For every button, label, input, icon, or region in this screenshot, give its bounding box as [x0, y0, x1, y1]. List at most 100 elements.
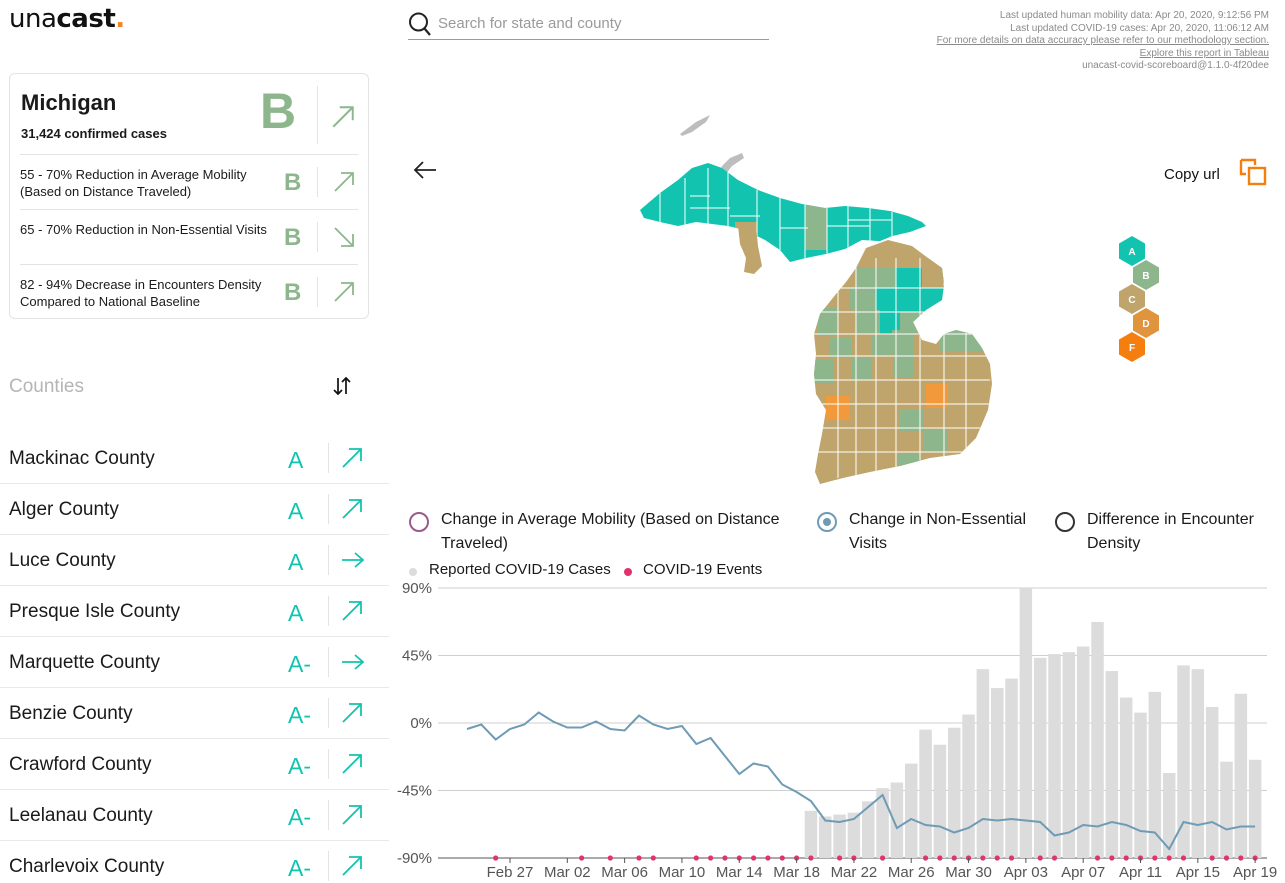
- x-tick-label: Apr 19: [1233, 864, 1277, 881]
- event-dot[interactable]: [808, 855, 814, 861]
- county-row[interactable]: Alger County A: [0, 484, 389, 535]
- non-essential-visits-line[interactable]: [466, 711, 1256, 851]
- cases-update-time: Last updated COVID-19 cases: Apr 20, 202…: [1010, 22, 1269, 34]
- event-dot[interactable]: [779, 855, 785, 861]
- event-dot[interactable]: [1152, 855, 1158, 861]
- event-dot[interactable]: [980, 855, 986, 861]
- tableau-link[interactable]: Explore this report in Tableau: [1139, 47, 1269, 59]
- cases-bar[interactable]: [1162, 773, 1176, 858]
- menominee-county: [738, 226, 762, 274]
- cases-bar[interactable]: [1148, 691, 1162, 858]
- county-row[interactable]: Mackinac County A: [0, 433, 389, 484]
- cases-bar[interactable]: [1005, 678, 1018, 858]
- cases-bar[interactable]: [1205, 706, 1219, 858]
- event-dot[interactable]: [994, 855, 1000, 861]
- unacast-logo[interactable]: unacast.: [9, 4, 125, 34]
- search-input[interactable]: [438, 12, 763, 34]
- methodology-link[interactable]: For more details on data accuracy please…: [936, 35, 1269, 46]
- cases-bar[interactable]: [1177, 665, 1190, 858]
- cases-bar[interactable]: [804, 810, 818, 858]
- event-dot[interactable]: [1166, 855, 1172, 861]
- trend-up-right-icon: [342, 805, 362, 825]
- copy-url-button[interactable]: Copy url: [1164, 166, 1220, 183]
- cases-bar[interactable]: [1234, 693, 1248, 858]
- event-dot[interactable]: [636, 855, 642, 861]
- cases-bar[interactable]: [1019, 588, 1033, 858]
- event-dot[interactable]: [1094, 855, 1101, 861]
- event-dot[interactable]: [1223, 855, 1230, 861]
- cases-bar[interactable]: [1033, 657, 1047, 858]
- cases-bar[interactable]: [861, 801, 875, 858]
- cases-bar[interactable]: [1134, 712, 1147, 858]
- x-tick-label: Mar 22: [831, 864, 878, 881]
- cases-bar[interactable]: [819, 816, 832, 858]
- event-dot[interactable]: [951, 855, 957, 861]
- sort-icon[interactable]: [330, 374, 354, 398]
- cases-bar[interactable]: [976, 669, 990, 858]
- cases-bar[interactable]: [833, 814, 846, 858]
- event-dot[interactable]: [607, 855, 613, 861]
- county-row[interactable]: Leelanau County A-: [0, 790, 389, 841]
- copy-icon[interactable]: [1238, 157, 1268, 187]
- radio-unselected[interactable]: [409, 512, 429, 532]
- event-dot[interactable]: [650, 855, 656, 861]
- cases-bar[interactable]: [1248, 759, 1262, 858]
- cases-bar[interactable]: [1062, 652, 1076, 858]
- cases-bar[interactable]: [847, 812, 861, 858]
- cases-bar[interactable]: [1105, 671, 1119, 858]
- county-grade: A-: [288, 753, 311, 779]
- radio-selected[interactable]: [817, 512, 837, 532]
- event-dot[interactable]: [1209, 855, 1215, 861]
- county-row[interactable]: Presque Isle County A: [0, 586, 389, 637]
- county-row[interactable]: Marquette County A-: [0, 637, 389, 688]
- county-grade: A-: [288, 651, 311, 677]
- event-dot[interactable]: [1123, 855, 1129, 861]
- county-row[interactable]: Crawford County A-: [0, 739, 389, 790]
- county-row[interactable]: Charlevoix County A-: [0, 841, 389, 883]
- event-dot[interactable]: [722, 855, 728, 861]
- cases-bar[interactable]: [962, 714, 975, 858]
- county-row[interactable]: Luce County A: [0, 535, 389, 586]
- cases-bar[interactable]: [1191, 669, 1205, 858]
- event-dot[interactable]: [1037, 855, 1043, 861]
- event-dot[interactable]: [1180, 855, 1187, 861]
- event-dot[interactable]: [922, 855, 929, 861]
- event-dot[interactable]: [1051, 855, 1058, 861]
- event-dot[interactable]: [693, 855, 699, 861]
- grade-hex-b: [1133, 260, 1159, 290]
- cases-bar[interactable]: [947, 727, 961, 858]
- event-dot[interactable]: [1109, 855, 1115, 861]
- trend-up-right-icon: [342, 856, 362, 876]
- metric-description: 82 - 94% Decrease in Encounters Density …: [20, 277, 262, 309]
- event-dot[interactable]: [708, 855, 714, 861]
- event-dot[interactable]: [836, 855, 843, 861]
- event-dot[interactable]: [1238, 855, 1244, 861]
- mobility-chart[interactable]: 90% 45% 0% -45% -90% Feb 27 Mar 02 Mar 06 Mar 10…: [395, 575, 1285, 883]
- event-dot[interactable]: [579, 855, 585, 861]
- cases-bar[interactable]: [876, 788, 889, 858]
- cases-bar[interactable]: [1091, 621, 1104, 858]
- event-dot[interactable]: [1008, 855, 1015, 861]
- divider: [328, 596, 329, 626]
- cases-bar[interactable]: [1119, 697, 1133, 858]
- michigan-county-map[interactable]: [630, 108, 1000, 493]
- cases-bar[interactable]: [990, 688, 1004, 858]
- cases-bar[interactable]: [1048, 654, 1061, 858]
- event-dot[interactable]: [751, 855, 757, 861]
- event-dot[interactable]: [879, 855, 886, 861]
- event-dot[interactable]: [937, 855, 943, 861]
- cases-bar[interactable]: [1220, 761, 1233, 858]
- event-dot[interactable]: [765, 855, 771, 861]
- cases-bar[interactable]: [1076, 646, 1090, 858]
- series-label: Change in Non-Essential Visits: [849, 511, 1026, 552]
- radio-unselected[interactable]: [1055, 512, 1075, 532]
- cases-bar[interactable]: [919, 729, 932, 858]
- cases-bar[interactable]: [904, 763, 918, 858]
- county-row[interactable]: Benzie County A-: [0, 688, 389, 739]
- cases-bar[interactable]: [933, 744, 947, 858]
- search-icon[interactable]: [408, 11, 432, 37]
- trend-up-right-icon: [342, 754, 362, 774]
- cases-bar[interactable]: [890, 782, 904, 858]
- event-dot[interactable]: [493, 855, 499, 861]
- back-arrow-icon[interactable]: [412, 158, 438, 182]
